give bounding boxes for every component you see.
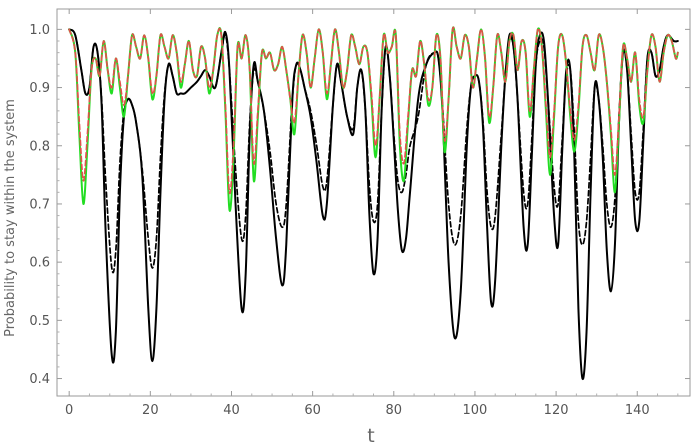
x-tick-label: 100	[463, 403, 488, 418]
x-tick-label: 80	[386, 403, 403, 418]
y-tick-label: 0.6	[29, 256, 50, 271]
x-tick-label: 60	[304, 403, 321, 418]
x-tick-label: 20	[142, 403, 159, 418]
series-layer	[68, 26, 679, 380]
y-tick-label: 0.5	[29, 314, 50, 329]
x-tick-label: 120	[544, 403, 569, 418]
y-tick-label: 0.9	[29, 81, 50, 96]
y-axis-ticks: 0.4 0.5 0.6 0.7 0.8 0.9 1.0	[29, 23, 690, 387]
x-tick-label: 40	[223, 403, 240, 418]
series-black-solid-line	[68, 28, 679, 380]
y-axis-label: Probability to stay within the system	[3, 99, 18, 337]
x-tick-label: 140	[625, 403, 650, 418]
series-black-dashed-line	[68, 28, 679, 274]
y-tick-label: 0.4	[29, 372, 50, 387]
y-tick-label: 1.0	[29, 23, 50, 38]
x-tick-label: 0	[65, 403, 73, 418]
y-tick-label: 0.8	[29, 139, 50, 154]
series-red-dashed-line	[68, 26, 679, 195]
y-tick-label: 0.7	[29, 197, 50, 212]
x-axis-label: t	[367, 425, 374, 447]
x-axis-ticks: 0 20 40 60 80 100 120 140	[65, 9, 679, 418]
